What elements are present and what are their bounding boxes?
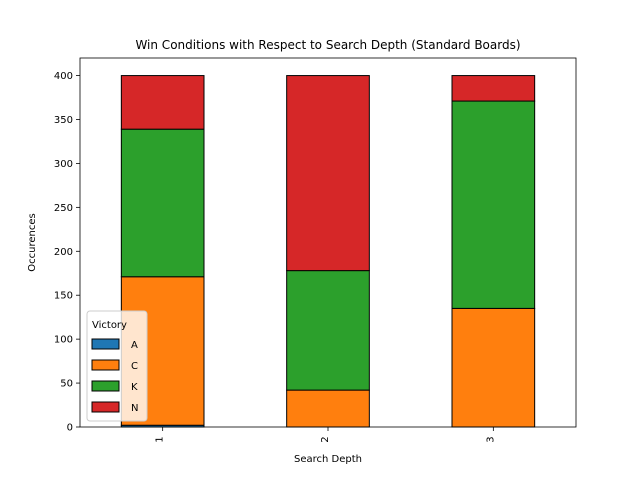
legend-swatch-K [91, 380, 120, 392]
bar-K-3 [451, 100, 536, 309]
y-tick-label: 150 [54, 291, 73, 302]
y-tick-label: 100 [54, 335, 73, 346]
legend-swatch-N [91, 401, 120, 413]
y-tick-label: 200 [54, 247, 73, 258]
bars-layer [120, 75, 536, 428]
bar-C-2 [286, 389, 370, 428]
legend-label-A: A [131, 340, 138, 351]
bar-N-1 [120, 75, 205, 130]
chart-title: Win Conditions with Respect to Search De… [135, 38, 520, 52]
x-tick-label: 2 [320, 436, 331, 442]
legend-label-C: C [131, 361, 138, 372]
y-tick-label: 350 [54, 115, 73, 126]
y-tick-label: 250 [54, 203, 73, 214]
legend-swatch-C [91, 359, 120, 371]
x-axis-label: Search Depth [294, 454, 362, 465]
bar-K-1 [120, 128, 205, 278]
y-tick-label: 400 [54, 71, 73, 82]
y-axis-label: Occurences [27, 213, 38, 271]
y-tick-label: 0 [67, 423, 73, 434]
x-axis: 1 2 3 [155, 427, 496, 443]
legend-label-K: K [131, 382, 138, 393]
legend-swatch-A [91, 338, 120, 350]
y-tick-label: 300 [54, 159, 73, 170]
y-axis: 0 50 100 150 200 250 300 350 400 [54, 71, 80, 434]
x-tick-label: 3 [485, 436, 496, 442]
x-tick-label: 1 [155, 436, 166, 442]
bar-K-2 [286, 270, 370, 391]
y-tick-label: 50 [60, 379, 73, 390]
bar-N-3 [451, 75, 536, 102]
bar-C-3 [451, 307, 536, 428]
legend-label-N: N [131, 403, 138, 414]
bar-N-2 [286, 75, 370, 272]
legend-title: Victory [92, 320, 127, 331]
